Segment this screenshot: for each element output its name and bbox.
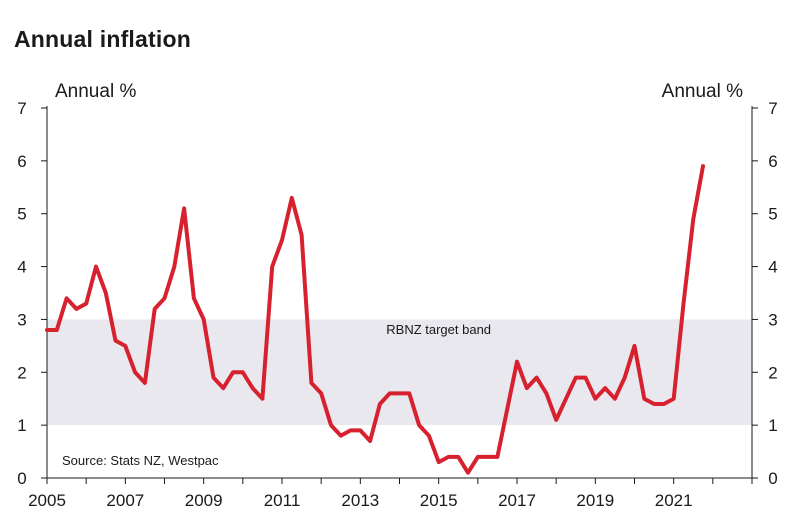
x-tick-label-2017: 2017 (498, 491, 536, 510)
x-tick-label-2007: 2007 (106, 491, 144, 510)
y-tick-label-left-6: 6 (17, 152, 26, 171)
y-tick-label-right-6: 6 (768, 152, 777, 171)
y-tick-label-left-4: 4 (17, 258, 26, 277)
y-tick-label-left-1: 1 (17, 416, 26, 435)
y-tick-label-right-2: 2 (768, 363, 777, 382)
y-tick-label-right-1: 1 (768, 416, 777, 435)
y-tick-label-left-5: 5 (17, 205, 26, 224)
y-tick-label-right-7: 7 (768, 99, 777, 118)
x-tick-label-2013: 2013 (341, 491, 379, 510)
y-tick-label-right-5: 5 (768, 205, 777, 224)
x-tick-label-2015: 2015 (420, 491, 458, 510)
x-tick-label-2019: 2019 (576, 491, 614, 510)
x-tick-label-2009: 2009 (185, 491, 223, 510)
y-axis-title-left: Annual % (55, 81, 136, 102)
target-band-label: RBNZ target band (386, 322, 491, 337)
series-line-0 (45, 164, 705, 475)
y-tick-label-left-3: 3 (17, 310, 26, 329)
x-tick-label-2021: 2021 (655, 491, 693, 510)
x-tick-label-2011: 2011 (264, 491, 301, 510)
y-tick-label-right-0: 0 (768, 469, 777, 488)
chart-title: Annual inflation (14, 26, 191, 52)
y-tick-label-left-7: 7 (17, 99, 26, 118)
target-band (47, 319, 752, 426)
y-axis-title-right: Annual % (662, 81, 743, 102)
y-tick-label-left-2: 2 (17, 363, 26, 382)
x-tick-label-2005: 2005 (28, 491, 66, 510)
source-note: Source: Stats NZ, Westpac (62, 453, 219, 468)
y-tick-label-right-3: 3 (768, 310, 777, 329)
y-tick-label-right-4: 4 (768, 258, 777, 277)
y-tick-label-left-0: 0 (17, 469, 26, 488)
